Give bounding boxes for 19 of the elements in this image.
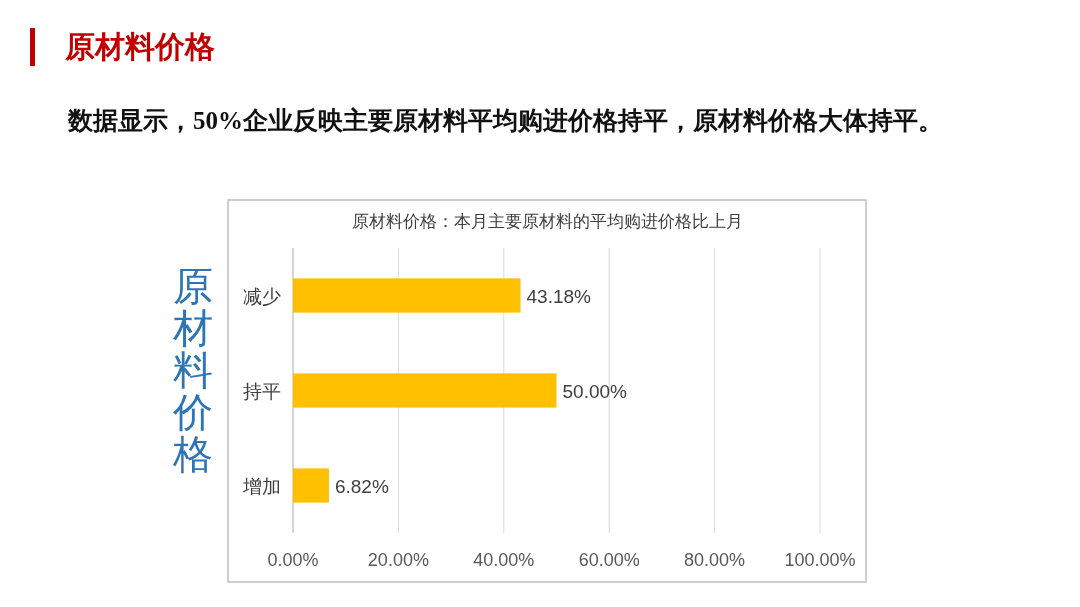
y-axis-title: 原材料价格: [172, 264, 213, 476]
chart-title: 原材料价格：本月主要原材料的平均购进价格比上月: [351, 212, 743, 231]
x-tick-label: 60.00%: [578, 550, 640, 570]
bar: [293, 373, 557, 408]
bar: [293, 278, 521, 313]
paragraph: 数据显示，50%企业反映主要原材料平均购进价格持平，原材料价格大体持平。: [68, 106, 944, 136]
x-tick-label: 80.00%: [684, 550, 746, 570]
bar: [293, 468, 329, 503]
x-tick-label: 40.00%: [473, 550, 535, 570]
data-label: 6.82%: [334, 475, 389, 497]
y-tick-label: 持平: [243, 380, 281, 402]
data-label: 43.18%: [526, 285, 592, 307]
y-tick-label: 减少: [243, 285, 281, 307]
x-tick-label: 20.00%: [367, 550, 429, 570]
y-tick-label: 增加: [242, 475, 281, 497]
x-tick-label: 100.00%: [784, 550, 856, 570]
data-label: 50.00%: [562, 380, 628, 402]
heading: 原材料价格: [30, 28, 215, 66]
x-tick-label: 0.00%: [267, 550, 319, 570]
